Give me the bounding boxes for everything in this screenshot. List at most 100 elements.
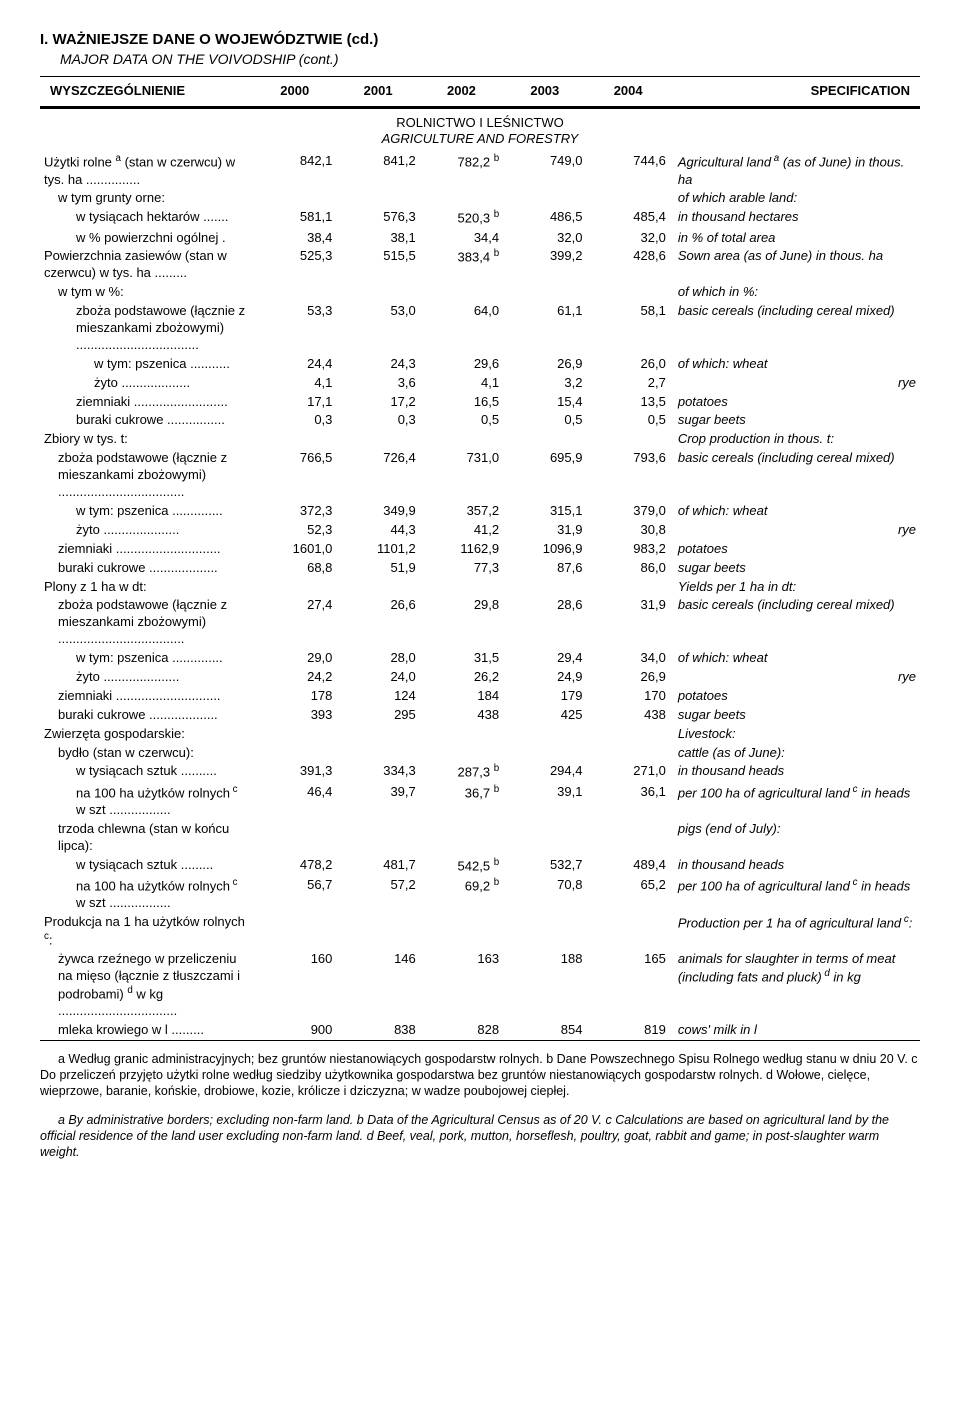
- cell-value: 65,2: [586, 876, 669, 913]
- row-label-pl: mleka krowiego w l .........: [40, 1021, 253, 1040]
- cell-value: 838: [336, 1021, 419, 1040]
- cell-value: 1601,0: [253, 540, 336, 559]
- cell-value: 53,3: [253, 302, 336, 355]
- cell-value: 478,2: [253, 856, 336, 876]
- cell-value: 53,0: [336, 302, 419, 355]
- cell-value: 31,5: [420, 649, 503, 668]
- row-label-pl: żyto ...................: [40, 374, 253, 393]
- cell-value: 0,5: [586, 411, 669, 430]
- cell-value: 766,5: [253, 449, 336, 502]
- cell-value: 70,8: [503, 876, 586, 913]
- row-label-en: per 100 ha of agricultural land c in hea…: [670, 876, 920, 913]
- row-label-en: in thousand hectares: [670, 208, 920, 228]
- cell-value: 26,0: [586, 355, 669, 374]
- cell-value: [253, 430, 336, 449]
- data-table: WYSZCZEGÓLNIENIE 2000 2001 2002 2003 200…: [40, 76, 920, 1041]
- cell-value: 0,3: [336, 411, 419, 430]
- row-label-pl: żywca rzeźnego w przeliczeniu na mięso (…: [40, 950, 253, 1021]
- row-label-en: cattle (as of June):: [670, 744, 920, 763]
- table-row: zboża podstawowe (łącznie z mieszankami …: [40, 596, 920, 649]
- cell-value: [336, 820, 419, 856]
- cell-value: [253, 578, 336, 597]
- section-header: ROLNICTWO I LEŚNICTWO AGRICULTURE AND FO…: [40, 109, 920, 153]
- cell-value: 0,5: [503, 411, 586, 430]
- cell-value: 77,3: [420, 559, 503, 578]
- cell-value: 46,4: [253, 783, 336, 820]
- cell-value: [503, 283, 586, 302]
- cell-value: 30,8: [586, 521, 669, 540]
- cell-value: [503, 578, 586, 597]
- cell-value: 29,4: [503, 649, 586, 668]
- cell-value: 391,3: [253, 762, 336, 782]
- cell-value: [336, 578, 419, 597]
- table-row: w tym: pszenica ...........24,424,329,62…: [40, 355, 920, 374]
- cell-value: 515,5: [336, 247, 419, 283]
- table-row: trzoda chlewna (stan w końcu lipca):pigs…: [40, 820, 920, 856]
- table-row: Powierzchnia zasiewów (stan w czerwcu) w…: [40, 247, 920, 283]
- table-row: w tym w %:of which in %:: [40, 283, 920, 302]
- cell-value: 24,4: [253, 355, 336, 374]
- row-label-pl: bydło (stan w czerwcu):: [40, 744, 253, 763]
- cell-value: 64,0: [420, 302, 503, 355]
- cell-value: 287,3 b: [420, 762, 503, 782]
- cell-value: 295: [336, 706, 419, 725]
- row-label-en: Crop production in thous. t:: [670, 430, 920, 449]
- table-row: w tysiącach sztuk ..........391,3334,328…: [40, 762, 920, 782]
- cell-value: 69,2 b: [420, 876, 503, 913]
- cell-value: 828: [420, 1021, 503, 1040]
- cell-value: 29,6: [420, 355, 503, 374]
- cell-value: [503, 189, 586, 208]
- cell-value: 900: [253, 1021, 336, 1040]
- row-label-pl: buraki cukrowe ................: [40, 411, 253, 430]
- cell-value: 349,9: [336, 502, 419, 521]
- row-label-en: of which: wheat: [670, 649, 920, 668]
- cell-value: 26,9: [503, 355, 586, 374]
- cell-value: 165: [586, 950, 669, 1021]
- cell-value: [253, 283, 336, 302]
- row-label-pl: Użytki rolne a (stan w czerwcu) w tys. h…: [40, 152, 253, 189]
- cell-value: 428,6: [586, 247, 669, 283]
- cell-value: [253, 820, 336, 856]
- cell-value: 17,1: [253, 393, 336, 412]
- table-row: Zbiory w tys. t:Crop production in thous…: [40, 430, 920, 449]
- col-year: 2001: [336, 76, 419, 107]
- cell-value: 334,3: [336, 762, 419, 782]
- row-label-en: potatoes: [670, 687, 920, 706]
- cell-value: 1101,2: [336, 540, 419, 559]
- table-row: Produkcja na 1 ha użytków rolnych c: Prod…: [40, 913, 920, 950]
- cell-value: 86,0: [586, 559, 669, 578]
- cell-value: 31,9: [503, 521, 586, 540]
- cell-value: [586, 578, 669, 597]
- table-row: buraki cukrowe ...................393295…: [40, 706, 920, 725]
- table-row: w tysiącach hektarów .......581,1576,352…: [40, 208, 920, 228]
- cell-value: 44,3: [336, 521, 419, 540]
- cell-value: 178: [253, 687, 336, 706]
- cell-value: 58,1: [586, 302, 669, 355]
- cell-value: 26,9: [586, 668, 669, 687]
- table-row: żyto .....................24,224,026,224…: [40, 668, 920, 687]
- row-label-en: pigs (end of July):: [670, 820, 920, 856]
- row-label-pl: w tym: pszenica ...........: [40, 355, 253, 374]
- row-label-pl: zboża podstawowe (łącznie z mieszankami …: [40, 302, 253, 355]
- table-row: buraki cukrowe ...................68,851…: [40, 559, 920, 578]
- cell-value: 52,3: [253, 521, 336, 540]
- cell-value: 726,4: [336, 449, 419, 502]
- row-label-pl: Zwierzęta gospodarskie:: [40, 725, 253, 744]
- cell-value: 17,2: [336, 393, 419, 412]
- row-label-en: basic cereals (including cereal mixed): [670, 302, 920, 355]
- cell-value: [420, 744, 503, 763]
- cell-value: [503, 913, 586, 950]
- cell-value: 34,4: [420, 229, 503, 248]
- row-label-en: in thousand heads: [670, 762, 920, 782]
- table-row: Zwierzęta gospodarskie:Livestock:: [40, 725, 920, 744]
- table-row: żywca rzeźnego w przeliczeniu na mięso (…: [40, 950, 920, 1021]
- cell-value: 27,4: [253, 596, 336, 649]
- row-label-en: Production per 1 ha of agricultural land…: [670, 913, 920, 950]
- table-row: zboża podstawowe (łącznie z mieszankami …: [40, 302, 920, 355]
- cell-value: 842,1: [253, 152, 336, 189]
- cell-value: [586, 189, 669, 208]
- cell-value: 38,4: [253, 229, 336, 248]
- row-label-pl: Produkcja na 1 ha użytków rolnych c:: [40, 913, 253, 950]
- row-label-pl: żyto .....................: [40, 521, 253, 540]
- section-en: AGRICULTURE AND FORESTRY: [382, 131, 579, 146]
